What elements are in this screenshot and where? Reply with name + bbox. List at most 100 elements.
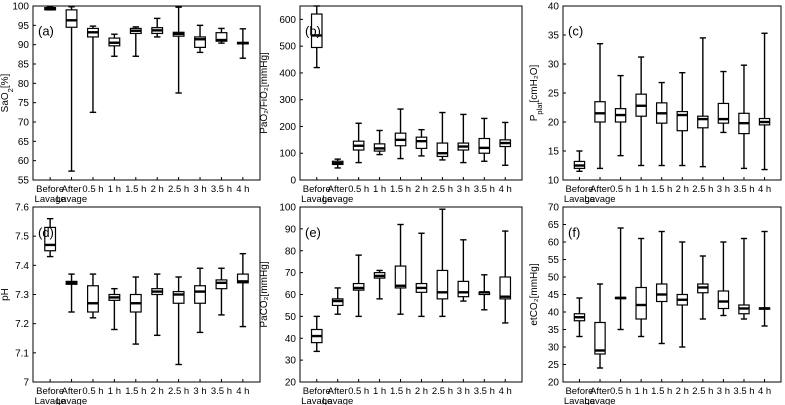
panel-c-category-label: 3.5 h — [733, 184, 754, 195]
panel-a-ytick-label: 85 — [18, 60, 30, 71]
panel-d-ytick-label: 7.2 — [15, 319, 29, 330]
panel-b-box — [478, 137, 491, 154]
panel-e-box — [499, 276, 512, 300]
panel-f-category-label: 2 h — [676, 386, 689, 397]
panel-c-category-label: Lavage — [584, 194, 615, 205]
panel-d-category-label: 2.5 h — [168, 386, 189, 397]
panel-c-ylabel-subscript: plat — [535, 102, 544, 115]
panel-b-box — [310, 13, 323, 49]
panel-c-box — [594, 101, 606, 123]
panel-d-ytick-label: 7.4 — [15, 261, 29, 272]
panel-d-category-label: After — [62, 386, 82, 397]
panel-f-ytick-label: 30 — [548, 343, 560, 354]
panel-f-box — [655, 283, 668, 303]
panel-a-category-label: 4 h — [236, 184, 249, 195]
panel-a-axes-frame — [32, 5, 261, 181]
panel-f-category-label: 1 h — [635, 386, 648, 397]
panel-f-box — [594, 321, 606, 355]
panel-d-box — [215, 279, 228, 290]
panel-a-ytick-label: 75 — [18, 98, 30, 109]
panel-d-category-label: 1 h — [108, 386, 121, 397]
panel-f-ytick-label: 60 — [548, 238, 560, 249]
panel-c-category-label: After — [590, 184, 610, 195]
panel-b-label: (b) — [305, 24, 321, 39]
panel-c-category-label: 1 h — [635, 184, 648, 195]
panel-b-category-label: 3 h — [457, 184, 470, 195]
panel-d-category-label: 3.5 h — [211, 386, 232, 397]
panel-c-ylabel-main: P — [529, 114, 540, 121]
panel-c-category-label: 1.5 h — [651, 184, 672, 195]
panel-b-category-label: After — [328, 184, 348, 195]
panel-c-ytick-label: 25 — [548, 89, 560, 100]
panel-d-ylabel-main: pH — [0, 288, 11, 301]
panel-a-ytick-label: 65 — [18, 137, 30, 148]
panel-e-ylabel: PaCO₂[mmHg] — [259, 261, 270, 327]
panel-c-ylabel-unit: [cmH₂O] — [529, 65, 540, 103]
panel-d-ytick-label: 7.1 — [15, 348, 29, 359]
panel-e-ytick-label: 80 — [285, 246, 297, 257]
panel-e-category-label: 3.5 h — [474, 386, 495, 397]
panel-c-ytick-label: 15 — [548, 147, 560, 158]
panel-f-ylabel-unit: [mmHg] — [529, 263, 540, 298]
panel-d-category-label: 0.5 h — [82, 386, 103, 397]
panel-d-ytick-label: 7 — [23, 378, 29, 389]
panel-b-ytick-label: 100 — [279, 149, 296, 160]
panel-a-box — [65, 9, 78, 28]
panel-f-ytick-label: 25 — [548, 360, 560, 371]
panel-d-category-label: 1.5 h — [125, 386, 146, 397]
panel-b-category-label: Lavage — [322, 194, 353, 205]
panel-d-box — [172, 290, 185, 304]
panel-f-category-label: 1.5 h — [651, 386, 672, 397]
panel-e-category-label: 1.5 h — [390, 386, 411, 397]
panel-e-category-label: 2 h — [415, 386, 428, 397]
panel-f-category-label: Before — [565, 386, 593, 397]
panel-d-ylabel: pH — [0, 288, 11, 301]
panel-b-ytick-label: 200 — [279, 122, 296, 133]
panel-a-category-label: Before — [36, 184, 64, 195]
panel-e-category-label: 3 h — [457, 386, 470, 397]
panel-d-category-label: Lavage — [35, 396, 66, 405]
panel-a-ylabel-main: SaO — [0, 92, 11, 112]
panel-d-box — [44, 226, 57, 252]
panel-b-ytick-label: 500 — [279, 42, 296, 53]
panel-e-category-label: Lavage — [301, 396, 332, 405]
panel-d-box — [236, 273, 249, 284]
panel-a-ytick-label: 80 — [18, 79, 30, 90]
panel-f-category-label: 3.5 h — [733, 386, 754, 397]
panel-a-ylabel-subscript: 2 — [6, 88, 15, 92]
panel-c-category-label: 2 h — [676, 184, 689, 195]
panel-e-ytick-label: 90 — [285, 224, 297, 235]
panel-e-ytick-label: 40 — [285, 334, 297, 345]
panel-c-ytick-label: 10 — [548, 176, 560, 187]
panel-d-category-label: 2 h — [151, 386, 164, 397]
panel-a-category-label: Lavage — [56, 194, 87, 205]
panel-f-box — [635, 286, 647, 320]
panel-d-category-label: Lavage — [56, 396, 87, 405]
panel-f-category-label: 2.5 h — [692, 386, 713, 397]
panel-c-ytick-label: 35 — [548, 31, 560, 42]
panel-b-ytick-label: 400 — [279, 68, 296, 79]
panel-e-category-label: 0.5 h — [348, 386, 369, 397]
panel-b-category-label: 2 h — [415, 184, 428, 195]
panel-c-label: (c) — [568, 24, 583, 39]
panel-a-ylabel-unit: [%] — [0, 73, 11, 88]
panel-d-box — [194, 285, 206, 304]
panel-b-axes-frame — [299, 5, 523, 181]
panel-f-category-label: 3 h — [717, 386, 730, 397]
panel-f-ytick-label: 35 — [548, 325, 560, 336]
panel-a-ytick-label: 90 — [18, 40, 30, 51]
panel-e-category-label: 4 h — [499, 386, 512, 397]
panel-f-ylabel-main: etCO₂ — [529, 298, 540, 325]
panel-b-category-label: 4 h — [499, 184, 512, 195]
panel-c-category-label: Lavage — [564, 194, 595, 205]
panel-c-category-label: 2.5 h — [692, 184, 713, 195]
panel-e-category-label: Before — [303, 386, 331, 397]
panel-a-ylabel: SaO2[%] — [0, 73, 15, 112]
panel-f-category-label: After — [590, 386, 610, 397]
panel-a-box — [194, 36, 206, 48]
panel-a-category-label: 1 h — [108, 184, 121, 195]
panel-d-label: (d) — [38, 225, 54, 240]
panel-e-category-label: Lavage — [322, 396, 353, 405]
panel-f-category-label: Lavage — [564, 396, 595, 405]
